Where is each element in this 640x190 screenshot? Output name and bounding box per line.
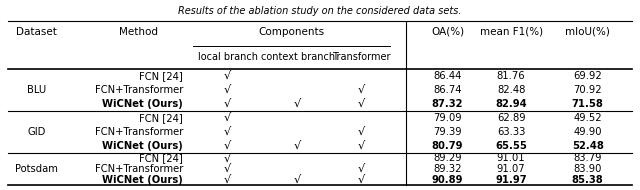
- Text: √: √: [224, 113, 231, 123]
- Text: 62.89: 62.89: [497, 113, 525, 123]
- Text: √: √: [224, 141, 231, 151]
- Text: 82.94: 82.94: [495, 99, 527, 109]
- Text: 49.90: 49.90: [573, 127, 602, 137]
- Text: Dataset: Dataset: [16, 27, 57, 37]
- Text: √: √: [224, 71, 231, 81]
- Text: 83.79: 83.79: [573, 153, 602, 163]
- Text: 89.32: 89.32: [433, 164, 461, 174]
- Text: Potsdam: Potsdam: [15, 164, 58, 174]
- Text: local branch: local branch: [198, 52, 258, 62]
- Text: √: √: [358, 99, 365, 109]
- Text: 49.52: 49.52: [573, 113, 602, 123]
- Text: WiCNet (Ours): WiCNet (Ours): [102, 175, 183, 184]
- Text: Results of the ablation study on the considered data sets.: Results of the ablation study on the con…: [179, 6, 461, 16]
- Text: 79.09: 79.09: [433, 113, 461, 123]
- Text: Transformer: Transformer: [332, 52, 390, 62]
- Text: BLU: BLU: [27, 85, 46, 95]
- Text: FCN [24]: FCN [24]: [140, 153, 183, 163]
- Text: GID: GID: [28, 127, 45, 137]
- Text: WiCNet (Ours): WiCNet (Ours): [102, 141, 183, 151]
- Text: √: √: [294, 99, 301, 109]
- Text: FCN [24]: FCN [24]: [140, 71, 183, 81]
- Text: FCN+Transformer: FCN+Transformer: [95, 164, 183, 174]
- Text: √: √: [224, 153, 231, 163]
- Text: √: √: [224, 127, 231, 137]
- Text: 79.39: 79.39: [433, 127, 461, 137]
- Text: 86.74: 86.74: [433, 85, 461, 95]
- Text: √: √: [294, 141, 301, 151]
- Text: 70.92: 70.92: [573, 85, 602, 95]
- Text: 85.38: 85.38: [572, 175, 604, 184]
- Text: 80.79: 80.79: [432, 141, 463, 151]
- Text: mIoU(%): mIoU(%): [565, 27, 610, 37]
- Text: WiCNet (Ours): WiCNet (Ours): [102, 99, 183, 109]
- Text: Method: Method: [119, 27, 158, 37]
- Text: context branch: context branch: [260, 52, 335, 62]
- Text: √: √: [224, 164, 231, 174]
- Text: 69.92: 69.92: [573, 71, 602, 81]
- Text: 91.97: 91.97: [495, 175, 527, 184]
- Text: √: √: [224, 175, 231, 184]
- Text: 86.44: 86.44: [433, 71, 461, 81]
- Text: FCN+Transformer: FCN+Transformer: [95, 127, 183, 137]
- Text: 89.29: 89.29: [433, 153, 461, 163]
- Text: FCN+Transformer: FCN+Transformer: [95, 85, 183, 95]
- Text: mean F1(%): mean F1(%): [479, 27, 543, 37]
- Text: 91.07: 91.07: [497, 164, 525, 174]
- Text: 83.90: 83.90: [573, 164, 602, 174]
- Text: 63.33: 63.33: [497, 127, 525, 137]
- Text: FCN [24]: FCN [24]: [140, 113, 183, 123]
- Text: 71.58: 71.58: [572, 99, 604, 109]
- Text: OA(%): OA(%): [431, 27, 464, 37]
- Text: 81.76: 81.76: [497, 71, 525, 81]
- Text: 52.48: 52.48: [572, 141, 604, 151]
- Text: √: √: [358, 175, 365, 184]
- Text: 87.32: 87.32: [432, 99, 463, 109]
- Text: Components: Components: [259, 27, 324, 37]
- Text: 91.01: 91.01: [497, 153, 525, 163]
- Text: √: √: [224, 85, 231, 95]
- Text: √: √: [358, 85, 365, 95]
- Text: √: √: [358, 127, 365, 137]
- Text: 82.48: 82.48: [497, 85, 525, 95]
- Text: √: √: [358, 164, 365, 174]
- Text: 65.55: 65.55: [495, 141, 527, 151]
- Text: √: √: [224, 99, 231, 109]
- Text: 90.89: 90.89: [432, 175, 463, 184]
- Text: √: √: [358, 141, 365, 151]
- Text: √: √: [294, 175, 301, 184]
